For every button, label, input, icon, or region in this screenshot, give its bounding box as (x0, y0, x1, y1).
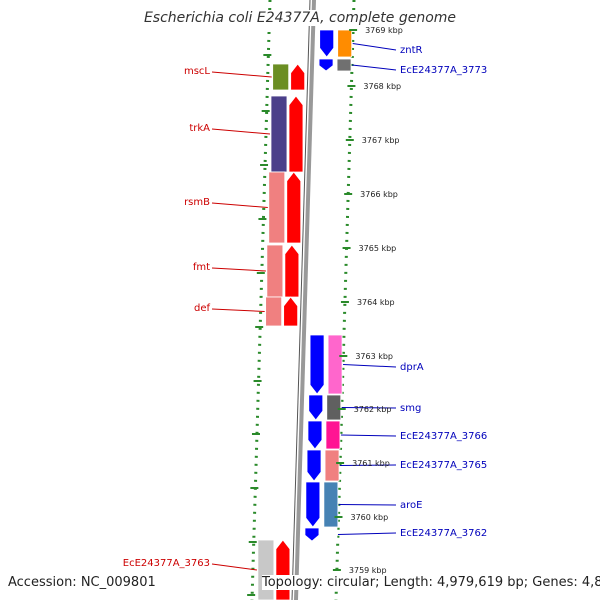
reverse-gene-label: aroE (400, 500, 422, 511)
reverse-gene-arrow (305, 481, 321, 528)
reverse-gene-arrow (319, 29, 335, 58)
forward-gene-arrow (290, 63, 306, 91)
gene-layer (257, 29, 353, 600)
forward-cog-bar (266, 244, 284, 298)
reverse-gene-label: smg (400, 403, 421, 414)
forward-gene-label: rsmB (184, 197, 210, 208)
forward-label-leader (211, 202, 268, 208)
reverse-label-leader (340, 434, 397, 437)
reverse-gene-label: zntR (400, 45, 423, 56)
forward-label-leader (211, 71, 272, 78)
scale-tick-label: 3762 kbp (354, 405, 392, 414)
forward-gene-label: fmt (193, 262, 210, 273)
reverse-cog-bar (326, 394, 342, 421)
forward-gene-label: EcE24377A_3763 (123, 558, 210, 569)
reverse-label-leader (338, 504, 397, 506)
reverse-gene-label: EcE24377A_3765 (400, 460, 487, 471)
scale-tick-label: 3766 kbp (360, 190, 398, 199)
topology-text: Topology: circular; Length: 4,979,619 bp… (262, 575, 600, 590)
reverse-cog-bar (324, 449, 340, 482)
reverse-gene-arrow (318, 58, 334, 72)
scale-tick-label: 3769 kbp (365, 26, 403, 35)
scale-tick-label: 3763 kbp (355, 352, 393, 361)
reverse-label-leader (341, 407, 397, 409)
reverse-label-leader (351, 64, 397, 71)
reverse-gene-arrow (304, 527, 320, 542)
accession-footer: Accession: NC_009801 (8, 575, 156, 590)
right-dotted-ruler (334, 0, 356, 600)
forward-cog-bar (270, 95, 288, 173)
reverse-gene-label: EcE24377A_3766 (400, 431, 487, 442)
reverse-label-leader (343, 364, 397, 368)
forward-label-leader (211, 267, 266, 272)
forward-gene-arrow (284, 244, 300, 298)
forward-gene-label: mscL (184, 66, 210, 77)
reverse-cog-bar (325, 420, 341, 450)
reverse-gene-label: dprA (400, 362, 424, 373)
reverse-label-leader (340, 464, 397, 466)
forward-gene-label: def (194, 303, 211, 314)
topology-footer: Topology: circular; Length: 4,979,619 bp… (262, 575, 600, 590)
forward-label-leader (211, 128, 271, 135)
reverse-cog-bar (323, 481, 339, 528)
forward-cog-bar (257, 539, 275, 600)
scale-tick-label: 3759 kbp (349, 566, 387, 575)
scale-tick-layer: 3769 kbp 3768 kbp 3767 kbp 3766 kbp 3765 kbp… (247, 26, 403, 596)
forward-cog-bar (272, 63, 290, 91)
scale-tick-label: 3765 kbp (359, 244, 397, 253)
forward-cog-bar (268, 171, 286, 244)
forward-gene-arrow (283, 296, 299, 327)
reverse-label-leader (352, 43, 397, 51)
reverse-label-leader (337, 532, 397, 535)
reverse-gene-label: EcE24377A_3762 (400, 528, 487, 539)
accession-text: Accession: NC_009801 (8, 575, 156, 590)
reverse-gene-arrow (307, 420, 323, 450)
forward-gene-label: trkA (189, 123, 210, 134)
scale-tick-label: 3764 kbp (357, 298, 395, 307)
reverse-gene-arrow (308, 394, 324, 421)
backbone-layer (291, 0, 316, 600)
scale-tick-label: 3768 kbp (363, 82, 401, 91)
map-title: Escherichia coli E24377A, complete genom… (0, 10, 600, 26)
reverse-gene-arrow (306, 449, 322, 482)
forward-label-leader (211, 308, 265, 312)
reverse-cog-bar (322, 527, 338, 542)
backbone-line (294, 0, 316, 600)
reverse-cog-bar (327, 334, 343, 395)
reverse-cog-bar (336, 58, 352, 72)
forward-gene-arrow (288, 95, 304, 173)
map-title-text: Escherichia coli E24377A, complete genom… (141, 10, 459, 26)
backbone-edge-line (291, 0, 311, 600)
scale-tick-label: 3767 kbp (362, 136, 400, 145)
forward-gene-arrow (286, 171, 302, 244)
scale-tick-label: 3760 kbp (350, 513, 388, 522)
scale-tick-label: 3761 kbp (352, 459, 390, 468)
forward-cog-bar (265, 296, 283, 327)
gene-label-layer: mscL trkA rsmB fmt def EcE24377A_3763 zntR EcE2… (123, 43, 487, 571)
forward-gene-arrow (275, 539, 291, 600)
reverse-cog-bar (337, 29, 353, 58)
reverse-gene-arrow (309, 334, 325, 395)
forward-label-leader (211, 563, 257, 571)
reverse-gene-label: EcE24377A_3773 (400, 65, 487, 76)
